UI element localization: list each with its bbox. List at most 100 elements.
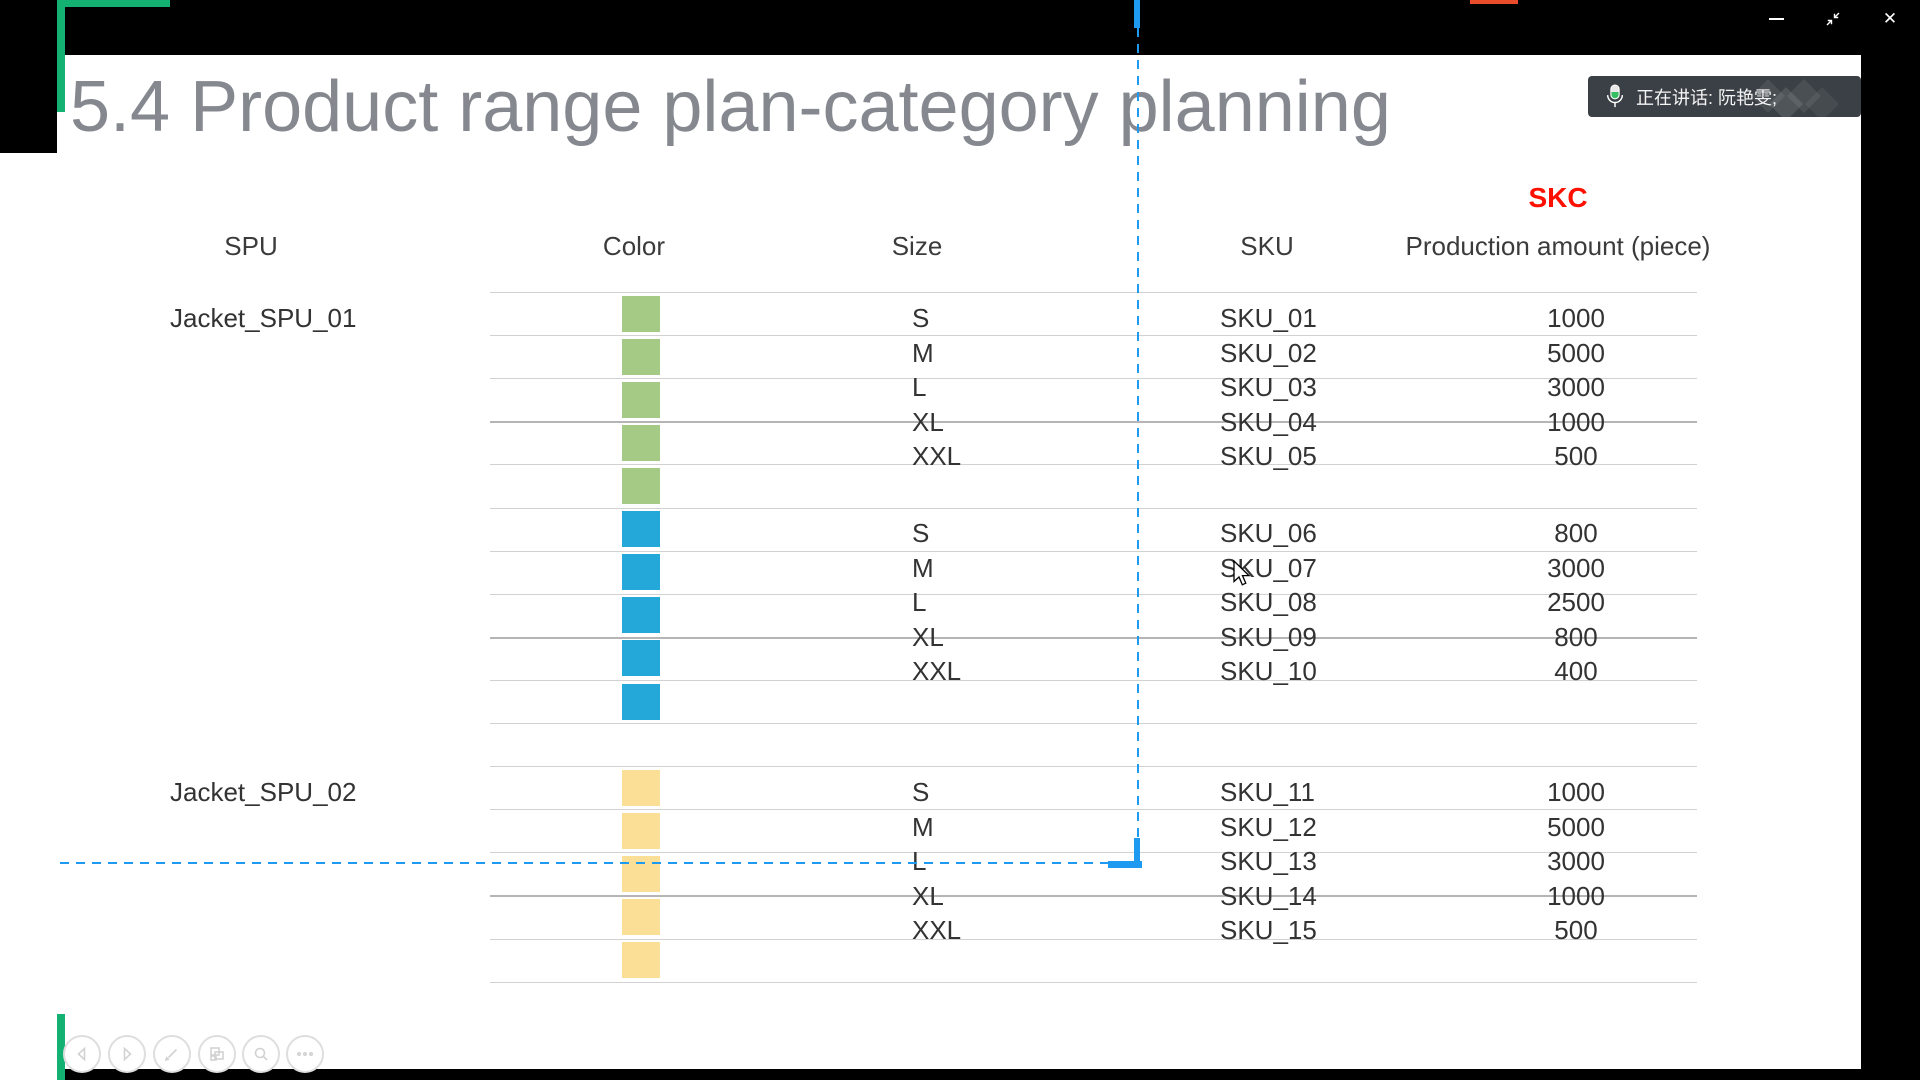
slide-title: 5.4 Product range plan-category planning bbox=[70, 67, 1391, 147]
amount-cell: 3000 bbox=[1547, 846, 1605, 876]
table-gridline bbox=[490, 464, 1697, 466]
table-gridline bbox=[490, 421, 1697, 424]
previous-slide-button[interactable] bbox=[63, 1035, 101, 1073]
color-swatch bbox=[622, 855, 660, 892]
speaking-text: 正在讲话: 阮艳雯; bbox=[1636, 87, 1778, 108]
spu-label: Jacket_SPU_01 bbox=[170, 303, 357, 333]
amount-cell: 1000 bbox=[1547, 406, 1605, 437]
table-gridline bbox=[490, 981, 1697, 983]
more-options-button[interactable] bbox=[286, 1035, 324, 1073]
annotation-corner-vertical bbox=[1134, 838, 1140, 868]
close-button[interactable]: ✕ bbox=[1876, 5, 1904, 33]
column-header-color: Color bbox=[602, 231, 666, 261]
slide-sorter-button[interactable] bbox=[198, 1035, 236, 1073]
restore-button[interactable] bbox=[1819, 5, 1847, 33]
zoom-icon bbox=[254, 1047, 268, 1061]
amount-cell: 3000 bbox=[1547, 552, 1605, 583]
sku-cell: SKU_09 bbox=[1220, 621, 1317, 652]
amount-cell: 1000 bbox=[1547, 777, 1605, 807]
size-cell: M bbox=[912, 552, 934, 583]
size-cell: S bbox=[912, 777, 930, 807]
color-swatch bbox=[622, 381, 660, 418]
table-gridline bbox=[490, 679, 1697, 681]
slide-sorter-icon bbox=[210, 1047, 224, 1061]
restore-icon bbox=[1826, 12, 1840, 26]
left-white-strip bbox=[0, 153, 57, 1080]
size-cell: L bbox=[912, 846, 927, 876]
amount-cell: 500 bbox=[1554, 915, 1598, 945]
sku-cell: SKU_12 bbox=[1220, 811, 1317, 842]
mouse-cursor bbox=[1233, 560, 1251, 586]
color-swatch bbox=[622, 511, 660, 548]
sku-cell: SKU_15 bbox=[1220, 915, 1317, 945]
presentation-slide bbox=[57, 55, 1861, 1069]
table-gridline bbox=[490, 593, 1697, 595]
size-cell: S bbox=[912, 303, 930, 333]
table-gridline bbox=[490, 292, 1697, 293]
color-swatch bbox=[622, 424, 660, 461]
amount-cell: 1000 bbox=[1547, 303, 1605, 333]
size-cell: M bbox=[912, 811, 934, 842]
annotation-line-top bbox=[1134, 0, 1140, 28]
size-cell: XL bbox=[912, 406, 944, 437]
amount-cell: 500 bbox=[1554, 441, 1598, 471]
share-region-marker-left bbox=[57, 0, 65, 112]
annotation-dashed-vertical bbox=[1137, 28, 1139, 838]
table-gridline bbox=[490, 723, 1697, 724]
size-cell: L bbox=[912, 587, 927, 617]
annotation-dashed-horizontal bbox=[60, 862, 1108, 864]
sku-cell: SKU_11 bbox=[1220, 777, 1315, 807]
skc-label: SKC bbox=[1528, 182, 1588, 213]
color-swatch bbox=[622, 769, 660, 806]
sku-cell: SKU_13 bbox=[1220, 846, 1317, 876]
sku-cell: SKU_05 bbox=[1220, 441, 1317, 471]
size-cell: M bbox=[912, 337, 934, 368]
share-region-marker-top bbox=[57, 0, 170, 7]
color-swatch bbox=[622, 467, 660, 504]
color-swatch bbox=[622, 640, 660, 677]
size-cell: XXL bbox=[912, 656, 962, 686]
color-swatch bbox=[622, 683, 660, 720]
amount-cell: 2500 bbox=[1547, 587, 1605, 617]
annotation-corner-horizontal bbox=[1108, 861, 1142, 868]
minimize-icon bbox=[1768, 18, 1784, 20]
next-slide-icon bbox=[123, 1046, 132, 1062]
zoom-button[interactable] bbox=[242, 1035, 280, 1073]
sku-cell: SKU_01 bbox=[1220, 303, 1317, 333]
color-swatch bbox=[622, 338, 660, 375]
column-header-spu: SPU bbox=[224, 231, 278, 261]
size-cell: XXL bbox=[912, 915, 962, 945]
sku-cell: SKU_14 bbox=[1220, 880, 1317, 911]
microphone-icon bbox=[1604, 83, 1626, 111]
amount-cell: 800 bbox=[1554, 518, 1598, 548]
sku-cell: SKU_10 bbox=[1220, 656, 1317, 686]
size-cell: S bbox=[912, 518, 930, 548]
table-gridline bbox=[490, 550, 1697, 552]
more-options-icon bbox=[296, 1052, 314, 1057]
size-cell: L bbox=[912, 372, 927, 402]
column-header-production-amount: Production amount (piece) bbox=[1405, 231, 1711, 261]
table-gridline bbox=[490, 378, 1697, 380]
pen-button[interactable] bbox=[153, 1035, 191, 1073]
minimize-button[interactable] bbox=[1762, 5, 1790, 33]
sku-cell: SKU_08 bbox=[1220, 587, 1317, 617]
table-gridline bbox=[490, 636, 1697, 639]
color-swatch bbox=[622, 942, 660, 978]
speaking-indicator: 正在讲话: 阮艳雯; bbox=[1588, 76, 1861, 117]
table-gridline bbox=[490, 809, 1697, 811]
column-header-sku: SKU bbox=[1240, 231, 1294, 261]
table-gridline bbox=[490, 852, 1697, 854]
background-tab-sliver bbox=[1470, 0, 1518, 4]
color-swatch bbox=[622, 554, 660, 591]
amount-cell: 1000 bbox=[1547, 880, 1605, 911]
sku-cell: SKU_04 bbox=[1220, 406, 1317, 437]
amount-cell: 800 bbox=[1554, 621, 1598, 652]
previous-slide-icon bbox=[77, 1046, 86, 1062]
pen-icon bbox=[164, 1048, 178, 1062]
next-slide-button[interactable] bbox=[108, 1035, 146, 1073]
table-gridline bbox=[490, 507, 1697, 509]
table-gridline bbox=[490, 766, 1697, 768]
table-gridline bbox=[490, 938, 1697, 940]
sku-cell: SKU_06 bbox=[1220, 518, 1317, 548]
